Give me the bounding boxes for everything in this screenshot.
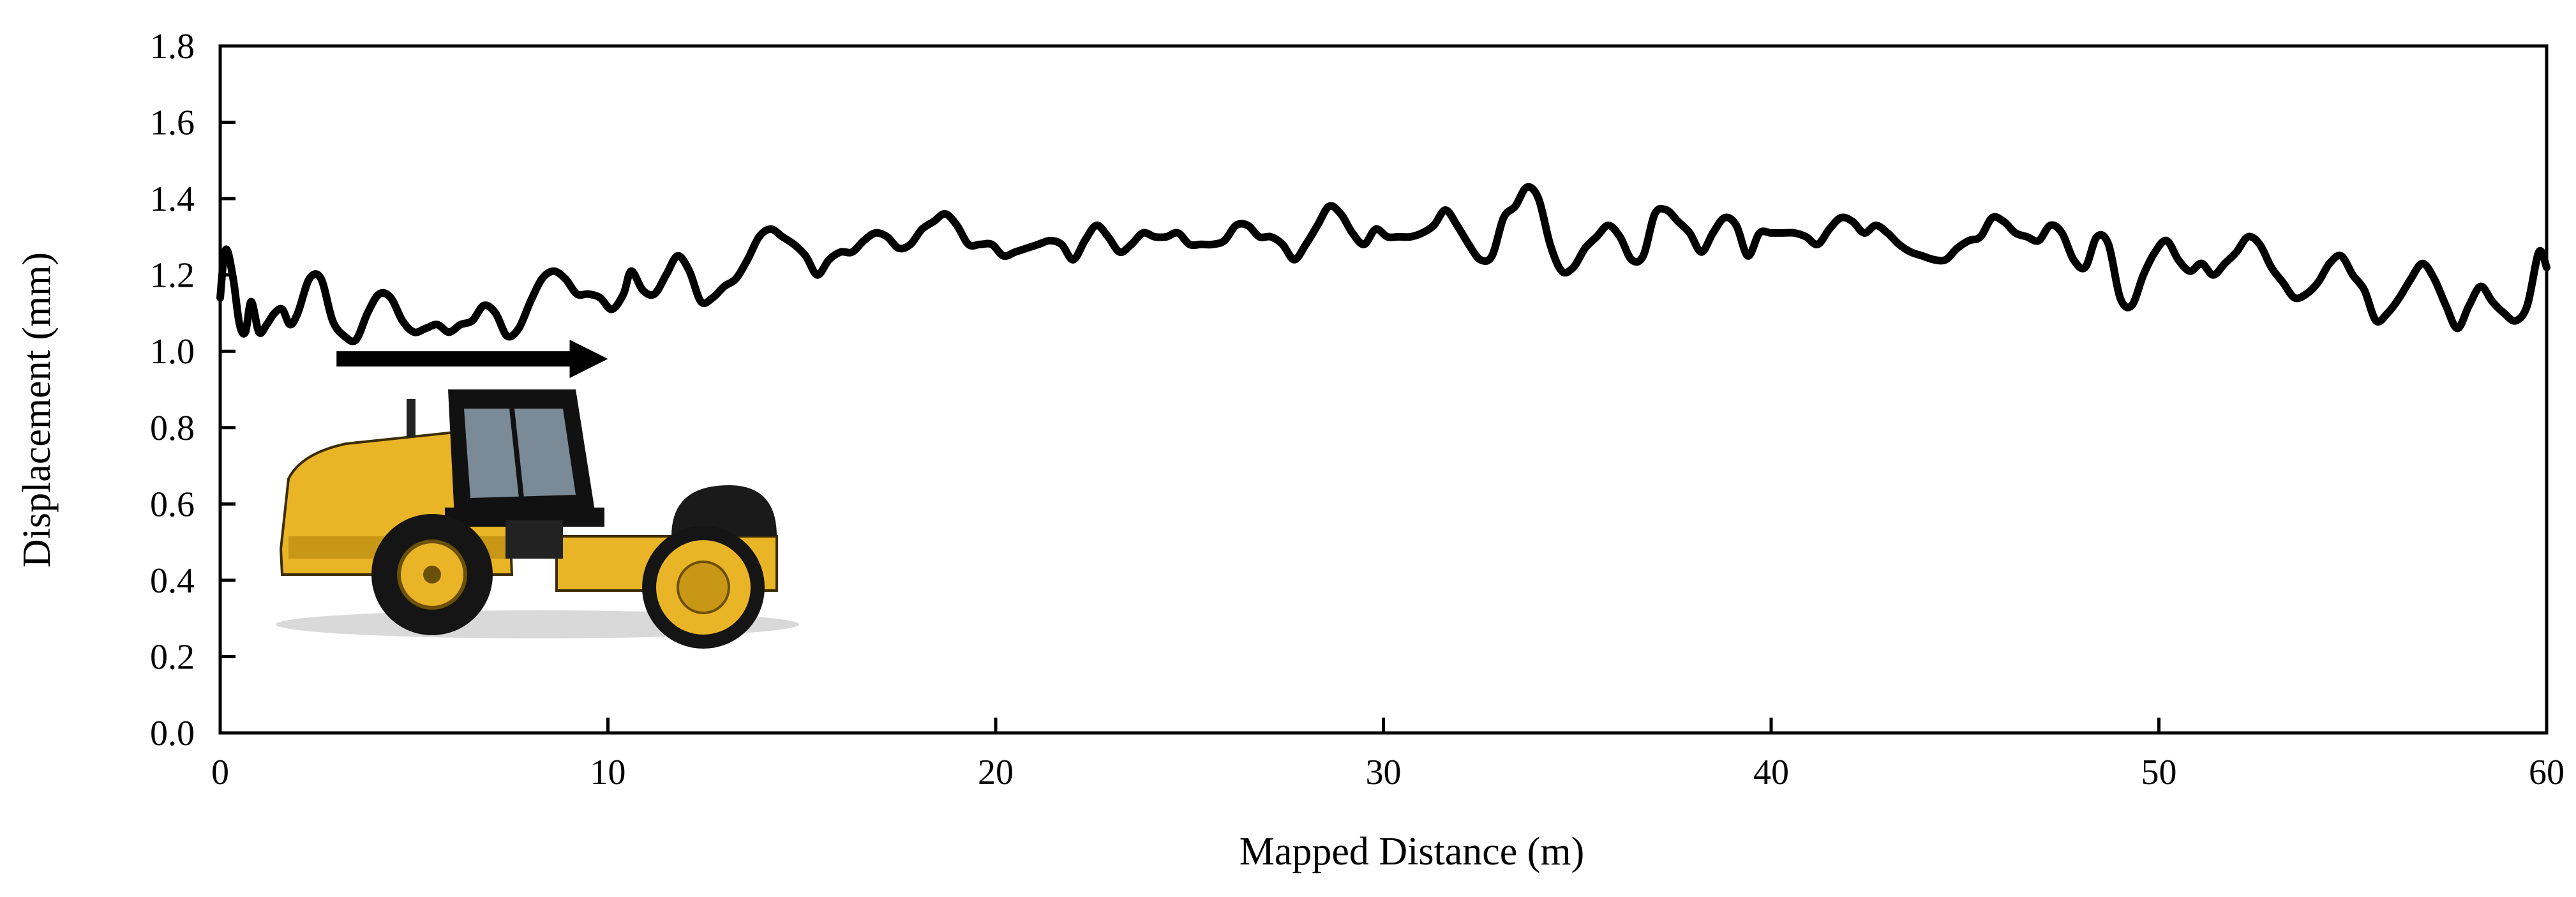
y-tick-label: 0.4: [150, 561, 195, 601]
x-axis-ticks: 0 10 20 30 40 50 60: [211, 718, 2565, 792]
y-tick-label: 1.8: [150, 27, 195, 66]
compactor-roller-image: [276, 389, 799, 649]
x-tick-label: 20: [978, 753, 1014, 792]
y-tick-label: 0.6: [150, 485, 195, 524]
direction-arrow-head: [569, 340, 608, 379]
y-tick-label: 1.4: [150, 179, 195, 219]
y-tick-label: 1.0: [150, 332, 195, 372]
y-axis-title: Displacement (mm): [15, 252, 59, 568]
x-tick-label: 50: [2141, 753, 2177, 792]
y-axis-ticks: 0.0 0.2 0.4 0.6 0.8 1.0 1.2 1.4 1.6 1.8: [150, 27, 236, 753]
x-axis-title: Mapped Distance (m): [1239, 830, 1585, 873]
series-layer: [216, 183, 2550, 345]
displacement-series-line: [216, 183, 2550, 345]
x-tick-label: 60: [2529, 753, 2565, 792]
annotation-layer: [336, 340, 608, 379]
y-tick-label: 0.0: [150, 714, 195, 753]
y-tick-label: 1.6: [150, 103, 195, 143]
x-tick-label: 30: [1366, 753, 1402, 792]
y-tick-label: 0.2: [150, 637, 195, 677]
y-tick-label: 0.8: [150, 409, 195, 448]
y-tick-label: 1.2: [150, 256, 195, 296]
x-tick-label: 0: [211, 753, 229, 792]
x-tick-label: 10: [590, 753, 626, 792]
x-tick-label: 40: [1753, 753, 1789, 792]
